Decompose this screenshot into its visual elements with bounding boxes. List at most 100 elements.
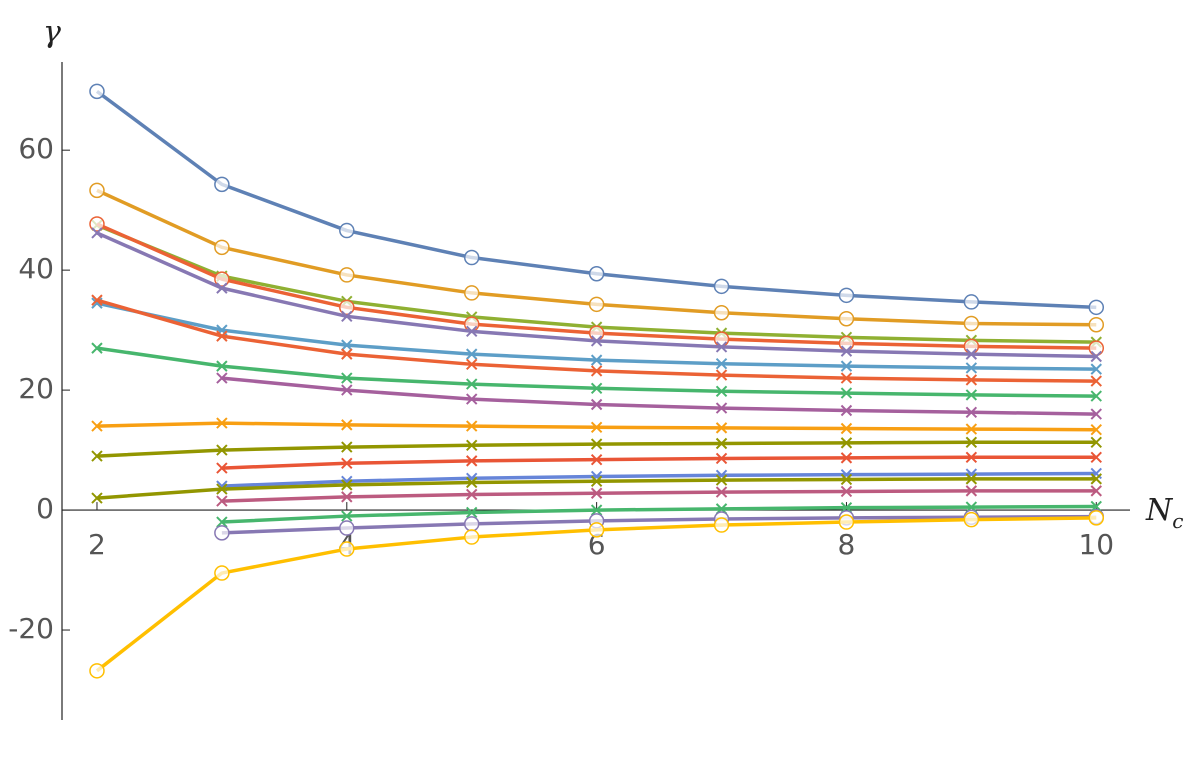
point-marker bbox=[216, 495, 228, 507]
point-marker bbox=[840, 422, 853, 435]
point-marker bbox=[590, 335, 603, 347]
point-marker bbox=[965, 436, 978, 448]
point-marker bbox=[715, 385, 728, 398]
point-marker bbox=[466, 455, 478, 467]
x-tick-label: 6 bbox=[588, 528, 606, 561]
point-marker bbox=[339, 520, 355, 536]
point-marker bbox=[590, 365, 603, 377]
x-tick-label: 8 bbox=[838, 528, 856, 561]
point-marker bbox=[214, 239, 230, 256]
point-marker bbox=[840, 360, 853, 372]
point-marker bbox=[713, 304, 730, 321]
point-marker bbox=[1090, 436, 1102, 448]
point-marker bbox=[838, 310, 855, 327]
point-marker bbox=[1090, 408, 1102, 420]
point-marker bbox=[463, 516, 480, 532]
point-marker bbox=[713, 278, 730, 295]
point-marker bbox=[965, 348, 978, 360]
point-marker bbox=[1088, 299, 1105, 316]
point-marker bbox=[1090, 423, 1102, 436]
point-marker bbox=[713, 331, 730, 347]
point-marker bbox=[466, 393, 478, 405]
point-marker bbox=[89, 216, 105, 232]
point-marker bbox=[1090, 390, 1102, 402]
point-marker bbox=[1090, 473, 1102, 485]
point-marker bbox=[341, 419, 353, 431]
point-marker bbox=[590, 453, 603, 466]
point-marker bbox=[463, 529, 480, 545]
point-marker bbox=[214, 271, 230, 287]
point-marker bbox=[963, 511, 980, 528]
point-marker bbox=[840, 473, 853, 486]
y-tick-label: 0 bbox=[36, 492, 54, 525]
point-marker bbox=[91, 450, 103, 462]
point-marker bbox=[89, 663, 105, 679]
point-marker bbox=[715, 474, 728, 486]
point-marker bbox=[715, 358, 728, 370]
point-marker bbox=[590, 421, 603, 433]
point-marker bbox=[214, 525, 230, 541]
series-line bbox=[221, 376, 1097, 416]
series-line bbox=[221, 514, 1097, 535]
point-marker bbox=[463, 285, 480, 301]
point-marker bbox=[1090, 451, 1102, 463]
point-marker bbox=[214, 565, 230, 581]
y-axis-label: γ bbox=[43, 15, 61, 50]
point-marker bbox=[91, 420, 103, 432]
point-marker bbox=[341, 348, 353, 360]
point-marker bbox=[715, 437, 728, 450]
point-marker bbox=[965, 423, 978, 435]
point-marker bbox=[588, 296, 605, 313]
point-marker bbox=[715, 341, 728, 353]
point-marker bbox=[588, 265, 605, 282]
point-marker bbox=[965, 485, 978, 497]
point-marker bbox=[965, 451, 978, 463]
point-marker bbox=[965, 362, 978, 374]
point-marker bbox=[341, 310, 353, 323]
point-marker bbox=[965, 473, 978, 485]
point-marker bbox=[216, 330, 228, 342]
point-marker bbox=[216, 417, 228, 429]
point-marker bbox=[1090, 375, 1102, 387]
point-marker bbox=[715, 402, 728, 414]
point-marker bbox=[965, 374, 978, 386]
point-marker bbox=[840, 404, 853, 417]
plot-area: -200204060246810 bbox=[8, 62, 1130, 720]
point-marker bbox=[89, 83, 105, 100]
point-marker bbox=[339, 299, 355, 316]
point-marker bbox=[216, 360, 228, 372]
series-line bbox=[221, 504, 1097, 524]
point-marker bbox=[91, 492, 103, 504]
point-marker bbox=[463, 249, 480, 266]
point-marker bbox=[339, 222, 355, 239]
y-tick-label: 20 bbox=[18, 372, 54, 405]
point-marker bbox=[840, 387, 853, 399]
series-line bbox=[221, 489, 1097, 503]
point-marker bbox=[216, 282, 228, 294]
point-marker bbox=[214, 176, 230, 193]
point-marker bbox=[341, 372, 353, 384]
point-marker bbox=[341, 339, 353, 351]
point-marker bbox=[590, 475, 603, 487]
point-marker bbox=[963, 294, 980, 310]
point-marker bbox=[840, 437, 853, 449]
point-marker bbox=[965, 406, 978, 419]
point-marker bbox=[840, 452, 853, 464]
point-marker bbox=[466, 439, 478, 451]
point-marker bbox=[1090, 363, 1102, 375]
point-marker bbox=[713, 517, 730, 533]
point-marker bbox=[838, 335, 855, 352]
y-tick-label: 40 bbox=[18, 252, 54, 285]
series-line bbox=[221, 471, 1097, 488]
y-tick-label: -20 bbox=[8, 612, 54, 645]
point-marker bbox=[715, 369, 728, 381]
x-axis-label: Nc bbox=[1145, 493, 1183, 533]
point-marker bbox=[466, 476, 478, 489]
point-marker bbox=[590, 438, 603, 450]
point-marker bbox=[91, 227, 103, 239]
point-marker bbox=[341, 441, 353, 453]
point-marker bbox=[590, 354, 603, 366]
point-marker bbox=[89, 182, 105, 199]
point-marker bbox=[339, 541, 355, 557]
